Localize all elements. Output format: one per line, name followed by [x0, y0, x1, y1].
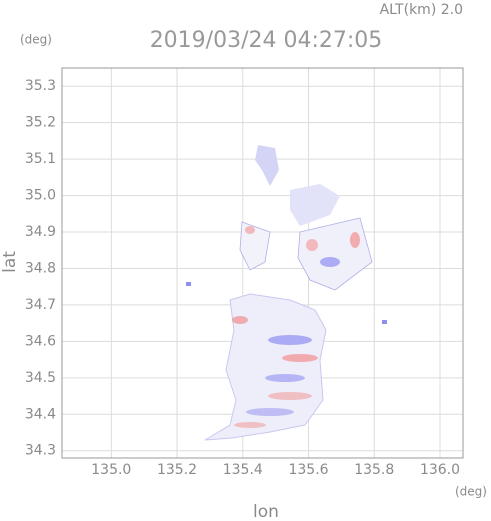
- plot-frame: [61, 67, 464, 459]
- x-unit: (deg): [455, 485, 487, 499]
- y-axis-label: lat: [0, 251, 20, 273]
- x-tick-label: 135.6: [288, 462, 328, 478]
- x-axis-label: lon: [253, 502, 279, 521]
- altitude-label: ALT(km) 2.0: [380, 2, 463, 18]
- radar-field: [186, 145, 387, 441]
- y-tick-label: 35.1: [25, 151, 56, 167]
- x-tick-label: 135.8: [354, 462, 394, 478]
- y-tick-label: 34.7: [25, 297, 56, 313]
- x-tick-label: 135.0: [91, 462, 131, 478]
- x-tick-label: 135.2: [157, 462, 197, 478]
- x-tick-label: 136.0: [420, 462, 460, 478]
- chart-title: 2019/03/24 04:27:05: [150, 28, 383, 53]
- y-tick-label: 34.5: [25, 370, 56, 386]
- y-tick-label: 34.3: [25, 443, 56, 459]
- y-tick-label: 35.0: [25, 188, 56, 204]
- x-tick-label: 135.4: [223, 462, 263, 478]
- y-unit: (deg): [20, 33, 52, 47]
- y-tick-label: 34.9: [25, 224, 56, 240]
- y-tick-label: 35.2: [25, 115, 56, 131]
- y-tick-label: 34.8: [25, 260, 56, 276]
- y-tick-label: 35.3: [25, 78, 56, 94]
- y-tick-label: 34.4: [25, 406, 56, 422]
- y-tick-label: 34.6: [25, 333, 56, 349]
